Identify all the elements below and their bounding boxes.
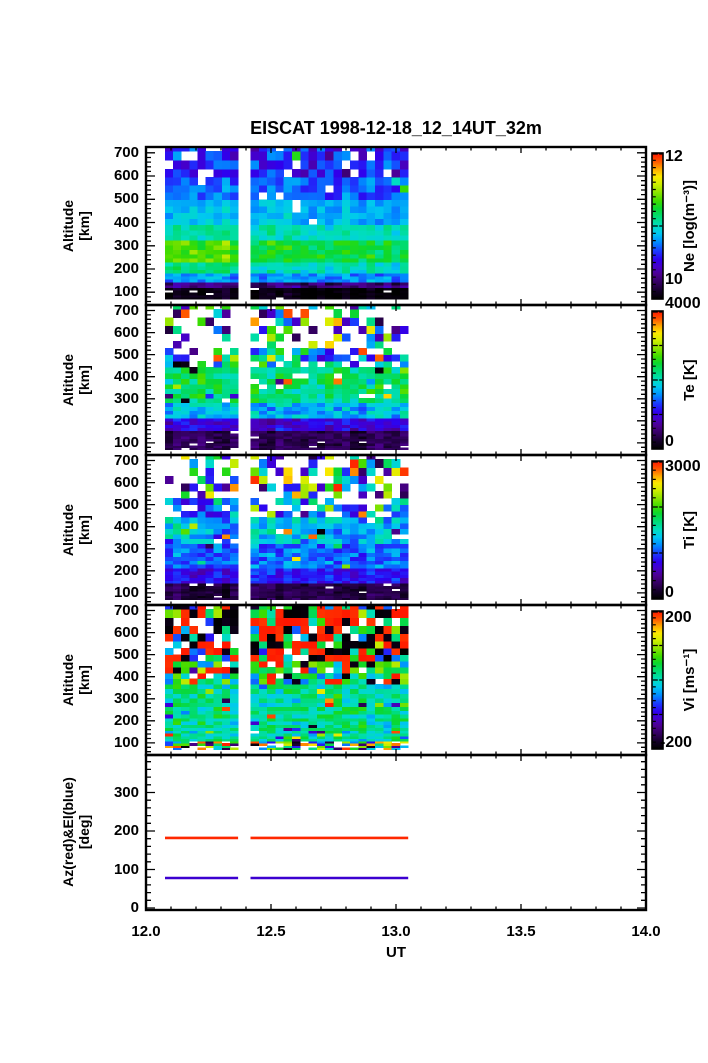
- colorbar-ti-min-label: 0: [665, 584, 674, 601]
- axis-ticks: [147, 148, 645, 909]
- y-tick-label-vi: 700: [113, 601, 139, 619]
- x-tick-label: 12.5: [256, 923, 286, 940]
- colorbar-te-max-label: 4000: [665, 295, 701, 312]
- x-tick-label: 14.0: [631, 923, 661, 940]
- y-tick-label-vi: 400: [113, 667, 139, 685]
- x-axis-title: UT: [386, 944, 406, 961]
- y-tick-label-ti: 100: [113, 583, 139, 601]
- y-tick-label-ne: 100: [113, 283, 139, 301]
- y-tick-label-ne: 500: [113, 190, 139, 208]
- azel-lines: [165, 836, 409, 880]
- y-tick-label-ne: 200: [113, 259, 139, 277]
- y-tick-label-te: 100: [113, 433, 139, 451]
- y-tick-label-vi: 300: [113, 689, 139, 707]
- y-tick-label-ti: 200: [113, 561, 139, 579]
- y-tick-label-azel: 300: [113, 783, 139, 801]
- y-tick-label-te: 600: [113, 323, 139, 341]
- y-tick-label-vi: 200: [113, 711, 139, 729]
- y-tick-label-vi: 100: [113, 733, 139, 751]
- y-tick-label-te: 700: [113, 301, 139, 319]
- y-tick-label-ne: 400: [113, 213, 139, 231]
- colorbar-title-ti: Ti [K]: [681, 510, 698, 550]
- y-tick-label-te: 200: [113, 411, 139, 429]
- colorbar-vi-max-label: 200: [665, 609, 692, 626]
- y-tick-label-ne: 300: [113, 236, 139, 254]
- y-tick-label-te: 300: [113, 389, 139, 407]
- x-tick-label: 12.0: [131, 923, 161, 940]
- heatmap-te: [165, 306, 409, 450]
- colorbar-ne-max-label: 12: [665, 148, 683, 165]
- colorbar-title-te: Te [K]: [681, 359, 698, 401]
- y-tick-label-te: 400: [113, 367, 139, 385]
- heatmap-ne: [165, 148, 409, 300]
- colorbar-title-ne: Ne [log(m⁻³)]: [681, 179, 698, 273]
- colorbar-ti-max-label: 3000: [665, 458, 701, 475]
- colorbar-ti: [651, 460, 664, 600]
- colorbar-ne-min-label: 10: [665, 271, 683, 288]
- y-tick-label-azel: 200: [113, 822, 139, 839]
- y-tick-label-azel: 0: [130, 899, 139, 916]
- y-tick-label-ti: 300: [113, 539, 139, 557]
- y-tick-label-ti: 400: [113, 517, 139, 535]
- heatmap-ti: [165, 456, 409, 600]
- colorbar-vi-min-label: -200: [660, 734, 693, 751]
- x-tick-label: 13.0: [381, 923, 411, 940]
- heatmap-vi: [165, 606, 409, 750]
- y-tick-label-ti: 600: [113, 473, 139, 491]
- y-tick-label-ti: 700: [113, 451, 139, 469]
- colorbar-ticks: [652, 153, 663, 749]
- y-tick-label-ti: 500: [113, 495, 139, 513]
- y-tick-label-vi: 600: [113, 623, 139, 641]
- colorbar-te-min-label: 0: [665, 433, 674, 450]
- y-tick-label-te: 500: [113, 345, 139, 363]
- panel-frame-azel: [144, 753, 648, 912]
- y-tick-label-ne: 600: [113, 167, 139, 185]
- figure-title: EISCAT 1998-12-18_12_14UT_32m: [250, 118, 542, 138]
- y-tick-label-ne: 700: [113, 143, 139, 161]
- y-tick-label-vi: 500: [113, 645, 139, 663]
- colorbar-title-vi: Vi [ms⁻¹]: [681, 648, 698, 712]
- y-tick-label-azel: 100: [113, 860, 139, 878]
- x-tick-label: 13.5: [506, 923, 536, 940]
